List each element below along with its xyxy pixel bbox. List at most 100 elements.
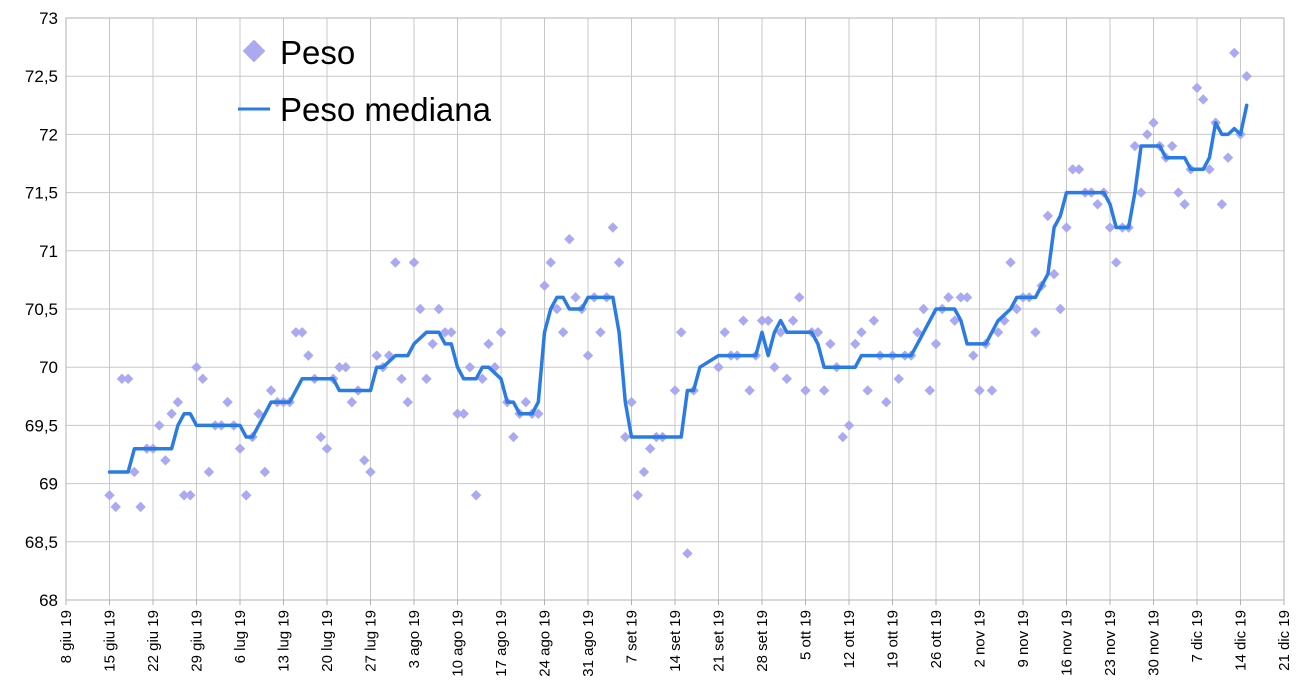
x-tick-label: 14 set 19 <box>667 610 684 672</box>
y-tick-label: 69,5 <box>25 416 58 435</box>
peso-point <box>259 466 271 478</box>
peso-point <box>408 257 420 268</box>
peso-point <box>626 396 637 408</box>
x-tick-label: 7 dic 19 <box>1189 610 1206 663</box>
peso-point <box>918 303 929 315</box>
peso-point <box>1229 47 1240 59</box>
peso-point <box>222 396 233 408</box>
x-tick-label: 27 lug 19 <box>363 610 380 672</box>
x-tick-label: 3 ago 19 <box>406 610 423 668</box>
peso-point <box>1042 210 1054 222</box>
peso-point <box>676 327 687 338</box>
peso-point <box>557 327 569 338</box>
peso-point <box>464 362 476 373</box>
peso-point <box>1092 199 1103 210</box>
peso-point <box>719 327 730 338</box>
peso-point <box>1030 327 1041 338</box>
peso-point <box>477 373 488 385</box>
x-tick-label: 20 lug 19 <box>319 610 336 672</box>
peso-point <box>992 327 1004 338</box>
peso-point <box>296 327 308 338</box>
peso-point <box>1198 94 1209 105</box>
peso-point <box>818 385 830 396</box>
x-tick-label: 7 set 19 <box>624 610 641 663</box>
x-tick-label: 23 nov 19 <box>1102 610 1119 676</box>
peso-point <box>787 315 799 326</box>
x-tick-label: 9 nov 19 <box>1015 610 1032 668</box>
peso-point <box>1216 199 1228 210</box>
y-tick-label: 71,5 <box>25 184 58 203</box>
peso-point <box>968 350 979 361</box>
peso-point <box>1055 303 1066 315</box>
peso-point <box>1111 257 1122 268</box>
peso-point <box>986 385 998 396</box>
peso-point <box>116 373 128 385</box>
peso-point <box>955 292 967 303</box>
peso-point <box>483 338 494 350</box>
peso-point <box>763 315 774 326</box>
peso-point <box>446 327 457 338</box>
y-tick-label: 68 <box>39 591 58 610</box>
peso-point <box>253 408 264 419</box>
peso-point <box>185 490 196 501</box>
peso-point <box>470 490 482 501</box>
peso-point <box>881 396 892 408</box>
y-tick-label: 68,5 <box>25 533 58 552</box>
peso-point <box>1061 222 1072 233</box>
peso-point <box>160 455 171 466</box>
peso-point <box>1135 187 1147 198</box>
peso-point <box>843 420 855 431</box>
peso-point <box>154 420 165 431</box>
peso-point <box>458 408 469 419</box>
legend-marker-peso <box>242 39 266 63</box>
peso-point <box>495 327 507 338</box>
plot-area <box>104 47 1252 559</box>
x-tick-label: 31 ago 19 <box>580 610 597 677</box>
peso-point <box>775 327 786 338</box>
peso-point <box>545 257 556 268</box>
x-tick-label: 6 lug 19 <box>232 610 249 663</box>
x-tick-label: 5 ott 19 <box>798 610 815 660</box>
peso-point <box>129 466 140 478</box>
peso-point <box>346 396 358 408</box>
peso-point <box>421 373 432 385</box>
peso-point <box>800 385 811 396</box>
peso-point <box>315 431 326 443</box>
x-tick-label: 29 giu 19 <box>189 610 206 672</box>
peso-point <box>197 373 208 385</box>
plot-border <box>65 17 1285 601</box>
peso-point <box>1148 117 1159 128</box>
peso-point <box>1104 222 1116 233</box>
peso-point <box>613 257 625 268</box>
peso-point <box>713 362 724 373</box>
peso-point <box>1005 257 1016 268</box>
peso-point <box>520 396 532 408</box>
peso-point <box>303 350 314 361</box>
x-tick-label: 13 lug 19 <box>276 610 293 672</box>
x-tick-label: 28 set 19 <box>754 610 771 672</box>
peso-point <box>812 327 824 338</box>
peso-point <box>856 327 867 338</box>
peso-point <box>371 350 382 361</box>
x-tick-label: 2 nov 19 <box>972 610 989 668</box>
peso-point <box>551 303 563 315</box>
peso-point <box>234 443 246 454</box>
peso-point <box>912 327 923 338</box>
peso-point <box>620 431 631 443</box>
peso-point <box>104 490 115 501</box>
peso-point <box>1067 164 1078 175</box>
peso-point <box>415 303 426 315</box>
grid <box>65 17 1285 605</box>
peso-point <box>1204 164 1215 175</box>
x-tick-label: 30 nov 19 <box>1146 610 1163 676</box>
peso-point <box>570 292 581 303</box>
peso-point <box>122 373 134 385</box>
peso-point <box>1166 140 1178 152</box>
x-tick-label: 22 giu 19 <box>145 610 162 672</box>
peso-point <box>439 327 451 338</box>
peso-point <box>850 338 861 350</box>
y-tick-label: 70,5 <box>25 300 58 319</box>
peso-point <box>632 490 643 501</box>
peso-point <box>949 315 960 326</box>
